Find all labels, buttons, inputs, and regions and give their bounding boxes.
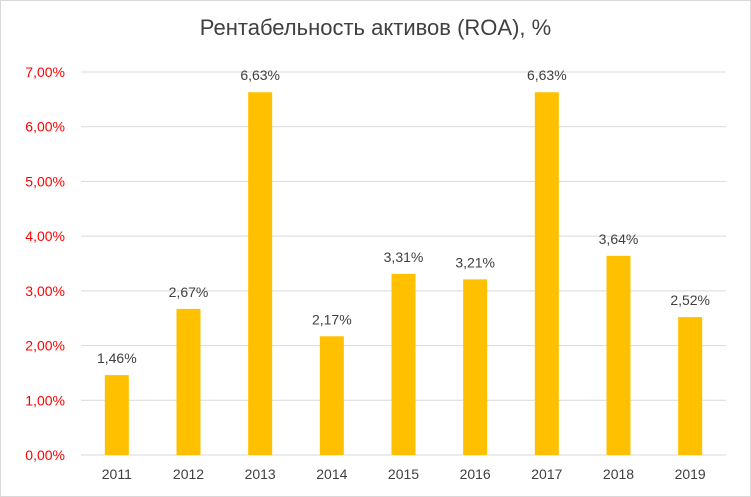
- x-tick-label: 2012: [173, 466, 204, 482]
- bar: [391, 273, 416, 455]
- bar: [606, 255, 631, 455]
- data-label: 3,31%: [384, 249, 424, 265]
- x-tick-label: 2019: [675, 466, 706, 482]
- data-label: 6,63%: [240, 67, 280, 83]
- y-tick-label: 4,00%: [25, 228, 65, 244]
- y-tick-label: 7,00%: [25, 64, 65, 80]
- y-tick-label: 6,00%: [25, 119, 65, 135]
- x-tick-label: 2017: [531, 466, 562, 482]
- x-tick-label: 2016: [460, 466, 491, 482]
- data-label: 3,64%: [599, 231, 639, 247]
- y-tick-label: 1,00%: [25, 392, 65, 408]
- data-label: 2,67%: [169, 284, 209, 300]
- bar: [463, 279, 488, 455]
- bar: [534, 92, 559, 455]
- data-label: 6,63%: [527, 67, 567, 83]
- data-label: 1,46%: [97, 350, 137, 366]
- y-tick-label: 3,00%: [25, 283, 65, 299]
- x-tick-label: 2013: [245, 466, 276, 482]
- bar: [176, 308, 201, 455]
- x-tick-label: 2015: [388, 466, 419, 482]
- chart-title: Рентабельность активов (ROA), %: [199, 15, 552, 40]
- bar: [678, 317, 703, 455]
- x-tick-label: 2018: [603, 466, 634, 482]
- bar: [248, 92, 273, 455]
- x-tick-label: 2011: [102, 466, 132, 482]
- bar: [319, 336, 344, 455]
- y-tick-label: 0,00%: [25, 447, 65, 463]
- bar: [104, 375, 129, 455]
- data-label: 2,17%: [312, 311, 352, 327]
- data-label: 3,21%: [455, 254, 495, 270]
- y-tick-label: 5,00%: [25, 173, 65, 189]
- x-tick-label: 2014: [316, 466, 347, 482]
- y-tick-label: 2,00%: [25, 338, 65, 354]
- data-label: 2,52%: [670, 292, 710, 308]
